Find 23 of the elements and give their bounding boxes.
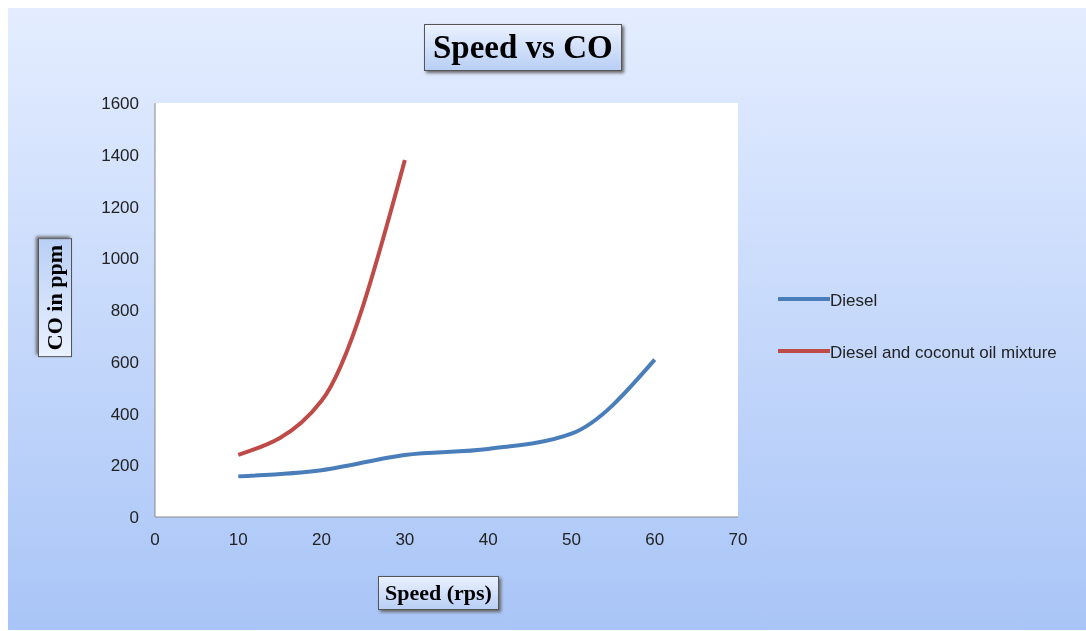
x-tick-label: 30: [395, 530, 415, 550]
y-tick-label: 1200: [101, 197, 139, 217]
y-tick-label: 1000: [101, 249, 139, 269]
legend-label: Diesel: [830, 290, 878, 312]
y-tick-label: 400: [110, 404, 139, 424]
x-tick-label: 10: [228, 530, 248, 550]
x-axis-title: Speed (rps): [378, 576, 499, 610]
y-tick-label: 0: [129, 508, 139, 528]
y-tick-label: 1400: [101, 145, 139, 165]
line-series: [236, 357, 657, 479]
x-tick-label: 40: [478, 530, 498, 550]
y-tick-label: 200: [110, 456, 139, 476]
y-tick-label: 800: [110, 301, 139, 321]
y-axis-title: CO in ppm: [38, 238, 72, 358]
y-tick-label: 1600: [101, 94, 139, 114]
x-tick-label: 70: [728, 530, 748, 550]
y-tick-label: 600: [110, 352, 139, 372]
x-tick-label: 50: [561, 530, 581, 550]
x-tick-label: 20: [312, 530, 332, 550]
legend-label: Diesel and coconut oil mixture: [830, 342, 1057, 364]
x-tick-label: 60: [645, 530, 665, 550]
x-tick-label: 0: [150, 530, 160, 550]
chart-title: Speed vs CO: [424, 24, 622, 71]
